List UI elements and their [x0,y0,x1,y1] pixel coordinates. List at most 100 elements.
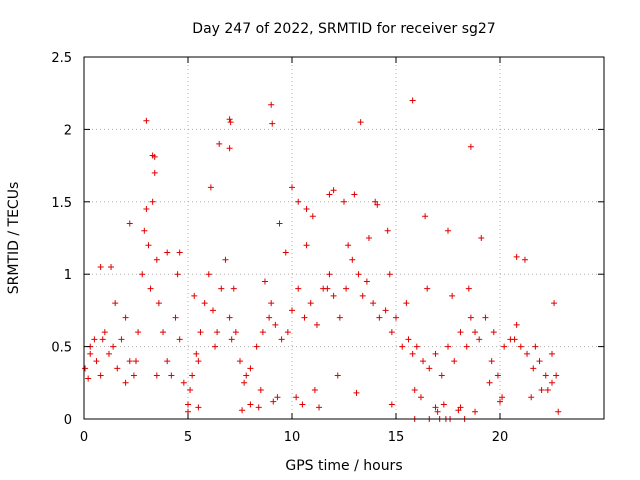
data-point [176,249,183,256]
data-point [532,343,539,350]
data-point [295,198,302,205]
data-point [351,191,358,198]
data-point [299,401,306,408]
data-point [147,285,154,292]
data-point [521,256,528,263]
data-point [311,387,318,394]
data-point [241,379,248,386]
data-point [149,198,156,205]
data-point [243,372,250,379]
data-point [172,314,179,321]
data-point [216,140,223,147]
data-point [432,404,439,411]
data-point [108,263,115,270]
data-point [403,300,410,307]
data-point [359,292,366,299]
data-point [457,329,464,336]
data-point [494,372,501,379]
data-point [212,343,219,350]
data-point [420,358,427,365]
data-point [85,375,92,382]
data-point [499,394,506,401]
x-tick-label: 10 [284,430,301,445]
data-point [388,329,395,336]
data-point [355,271,362,278]
data-point [268,101,275,108]
y-tick-label: 1 [64,268,72,283]
x-axis-label: GPS time / hours [285,458,402,474]
data-point [261,278,268,285]
data-point [272,321,279,328]
x-tick-label: 5 [184,430,192,445]
data-point [490,329,497,336]
data-point [230,285,237,292]
y-axis-ticks: 0 0.5 1 1.5 2 2.5 [51,51,604,428]
data-point [295,285,302,292]
data-point [270,398,277,405]
data-point [538,387,545,394]
data-point [153,372,160,379]
data-point [114,365,121,372]
data-point [253,343,260,350]
data-point [141,227,148,234]
grid-lines [84,57,604,419]
data-point [382,307,389,314]
data-point [284,329,291,336]
data-point [226,314,233,321]
data-point [259,329,266,336]
y-axis-label: SRMTID / TECUs [6,182,22,295]
data-point [207,184,214,191]
data-point [330,187,337,194]
data-point [405,336,412,343]
data-point [255,404,262,411]
data-point [195,404,202,411]
data-point [97,263,104,270]
data-point [434,408,441,415]
data-point [222,256,229,263]
data-point [176,336,183,343]
data-point [409,350,416,357]
data-point [376,314,383,321]
x-axis-ticks: 0 5 10 15 20 [80,57,508,445]
data-point [276,220,283,227]
data-point [189,372,196,379]
data-point [232,329,239,336]
data-point [386,271,393,278]
data-point [334,372,341,379]
y-tick-label: 2 [64,123,72,138]
data-point [511,336,518,343]
data-point [97,372,104,379]
data-point [87,350,94,357]
data-point [303,206,310,213]
data-point [482,314,489,321]
data-point [218,285,225,292]
data-point [513,321,520,328]
data-point [237,358,243,365]
data-point [357,119,364,126]
data-point [497,398,503,405]
data-point [542,372,549,379]
plot-frame [83,56,605,420]
x-tick-label: 20 [492,430,509,445]
x-tick-label: 0 [80,430,88,445]
data-point [424,285,431,292]
y-tick-label: 0.5 [51,341,72,356]
data-point [336,314,343,321]
data-point [409,97,416,104]
y-tick-label: 1.5 [51,196,72,211]
data-point [122,379,129,386]
data-point [209,307,216,314]
data-point [393,314,399,321]
data-point [278,336,285,343]
data-point [536,358,543,365]
data-point [91,336,98,343]
data-point [513,253,520,260]
data-point [122,314,129,321]
data-point [551,300,558,307]
data-point [449,292,456,299]
data-point [282,249,289,256]
data-point [486,379,493,386]
data-point [549,379,555,386]
data-point [289,307,295,314]
data-point [143,117,150,124]
